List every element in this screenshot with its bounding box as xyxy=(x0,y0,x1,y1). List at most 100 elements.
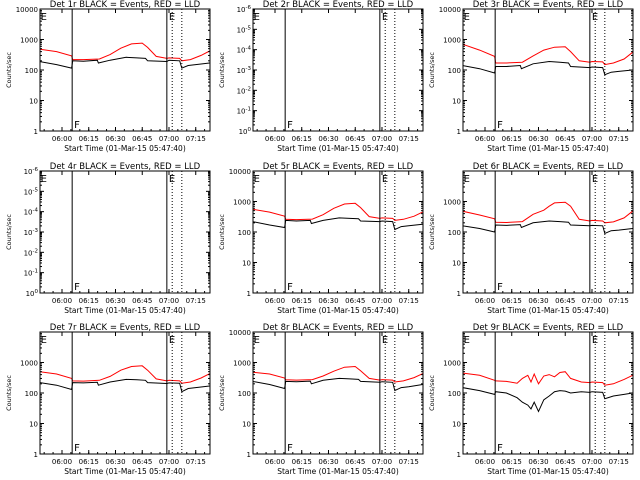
series-line-lld xyxy=(253,365,423,383)
x-axis-label: Start Time (01-Mar-15 05:47:40) xyxy=(277,306,399,315)
panel-det-5: Det 5r BLACK = Events, RED = LLDEFE11010… xyxy=(218,162,424,315)
x-tick-label: 06:30 xyxy=(318,135,338,143)
series-line-events xyxy=(463,60,633,76)
x-tick-label: 07:00 xyxy=(159,458,179,466)
x-tick-label: 06:15 xyxy=(292,297,312,305)
flag-label-f: F xyxy=(497,443,503,454)
y-tick-label: 10 xyxy=(452,98,461,106)
y-tick-label: 10 xyxy=(452,421,461,429)
y-tick-label: 1000 xyxy=(443,37,461,45)
plot-title: Det 6r BLACK = Events, RED = LLD xyxy=(473,162,624,172)
flag-label-e: E xyxy=(592,335,598,346)
x-tick-label: 06:45 xyxy=(132,297,152,305)
flag-label-e: E xyxy=(382,12,388,23)
panel-det-2: Det 2r BLACK = Events, RED = LLDEFE10010… xyxy=(218,0,424,153)
x-tick-label: 06:30 xyxy=(528,458,548,466)
x-tick-label: 06:15 xyxy=(292,458,312,466)
y-axis-label: Counts/sec xyxy=(218,52,226,88)
x-tick-label: 06:00 xyxy=(265,297,285,305)
series-group xyxy=(463,43,633,76)
x-tick-label: 06:15 xyxy=(79,135,99,143)
x-tick-label: 06:15 xyxy=(79,458,99,466)
x-tick-label: 06:45 xyxy=(132,135,152,143)
panel-det-8: Det 8r BLACK = Events, RED = LLDEFE11010… xyxy=(218,323,424,476)
y-tick-label: 10000 xyxy=(439,6,461,14)
y-axis-label: Counts/sec xyxy=(218,375,226,411)
y-tick-label: 10000 xyxy=(229,168,251,176)
y-tick-label: 10-1 xyxy=(237,107,251,116)
y-axis-label: Counts/sec xyxy=(428,375,436,411)
plot-title: Det 7r BLACK = Events, RED = LLD xyxy=(50,323,201,333)
x-tick-label: 07:00 xyxy=(582,297,602,305)
x-tick-label: 06:00 xyxy=(52,135,72,143)
y-tick-label: 1 xyxy=(457,451,461,459)
flag-label-e: E xyxy=(41,174,47,185)
x-tick-label: 07:00 xyxy=(582,458,602,466)
series-group xyxy=(40,365,210,393)
y-tick-label: 1000 xyxy=(20,37,38,45)
flag-label-f: F xyxy=(74,443,80,454)
y-tick-label: 10-5 xyxy=(24,187,39,196)
y-tick-label: 10 xyxy=(242,421,251,429)
y-tick-label: 10 xyxy=(242,260,251,268)
x-tick-label: 06:15 xyxy=(502,135,522,143)
series-line-lld xyxy=(40,42,210,62)
x-tick-label: 06:00 xyxy=(475,135,495,143)
y-tick-label: 10 xyxy=(452,260,461,268)
flag-label-e: E xyxy=(254,174,260,185)
x-tick-label: 06:45 xyxy=(345,135,365,143)
flag-label-f: F xyxy=(287,120,293,131)
x-axis-label: Start Time (01-Mar-15 05:47:40) xyxy=(64,144,186,153)
x-tick-label: 06:00 xyxy=(265,458,285,466)
y-tick-label: 10-6 xyxy=(24,167,39,176)
plot-frame xyxy=(252,170,424,294)
series-line-lld xyxy=(40,365,210,384)
y-tick-label: 1 xyxy=(457,128,461,136)
x-tick-label: 06:30 xyxy=(105,458,125,466)
y-tick-label: 1 xyxy=(457,290,461,298)
y-tick-label: 1000 xyxy=(443,199,461,207)
y-tick-label: 100 xyxy=(25,67,38,75)
x-tick-label: 06:15 xyxy=(502,458,522,466)
plot-title: Det 5r BLACK = Events, RED = LLD xyxy=(263,162,414,172)
series-group xyxy=(463,371,633,413)
x-tick-label: 06:30 xyxy=(318,458,338,466)
x-tick-label: 06:45 xyxy=(555,297,575,305)
x-tick-label: 06:45 xyxy=(555,135,575,143)
flag-label-e: E xyxy=(382,174,388,185)
y-tick-label: 100 xyxy=(25,390,38,398)
x-tick-label: 06:15 xyxy=(79,297,99,305)
flag-label-f: F xyxy=(497,120,503,131)
plot-title: Det 4r BLACK = Events, RED = LLD xyxy=(50,162,201,172)
x-tick-label: 06:30 xyxy=(105,297,125,305)
x-tick-label: 07:15 xyxy=(186,297,206,305)
y-tick-label: 10 xyxy=(29,98,38,106)
x-tick-label: 06:45 xyxy=(555,458,575,466)
flag-label-e: E xyxy=(464,335,470,346)
y-tick-label: 10-4 xyxy=(24,208,39,217)
x-tick-label: 06:30 xyxy=(528,135,548,143)
flag-label-e: E xyxy=(592,12,598,23)
y-tick-label: 10-2 xyxy=(237,86,251,95)
y-tick-label: 10-3 xyxy=(24,228,39,237)
series-line-lld xyxy=(463,43,633,66)
x-axis-label: Start Time (01-Mar-15 05:47:40) xyxy=(64,467,186,476)
plot-frame xyxy=(39,331,211,455)
x-tick-label: 06:15 xyxy=(292,135,312,143)
y-tick-label: 100 xyxy=(448,67,461,75)
x-tick-label: 07:15 xyxy=(399,297,419,305)
x-axis-label: Start Time (01-Mar-15 05:47:40) xyxy=(487,306,609,315)
series-line-events xyxy=(253,377,423,392)
series-group xyxy=(40,42,210,69)
flag-label-f: F xyxy=(74,120,80,131)
series-line-events xyxy=(463,387,633,413)
x-tick-label: 06:30 xyxy=(105,135,125,143)
x-tick-label: 07:00 xyxy=(372,458,392,466)
x-tick-label: 07:00 xyxy=(372,135,392,143)
panel-det-1: Det 1r BLACK = Events, RED = LLDEFE11010… xyxy=(5,0,211,153)
x-tick-label: 07:15 xyxy=(399,135,419,143)
y-axis-label: Counts/sec xyxy=(218,214,226,250)
y-axis-label: Counts/sec xyxy=(5,214,13,250)
y-tick-label: 10-2 xyxy=(24,248,38,257)
